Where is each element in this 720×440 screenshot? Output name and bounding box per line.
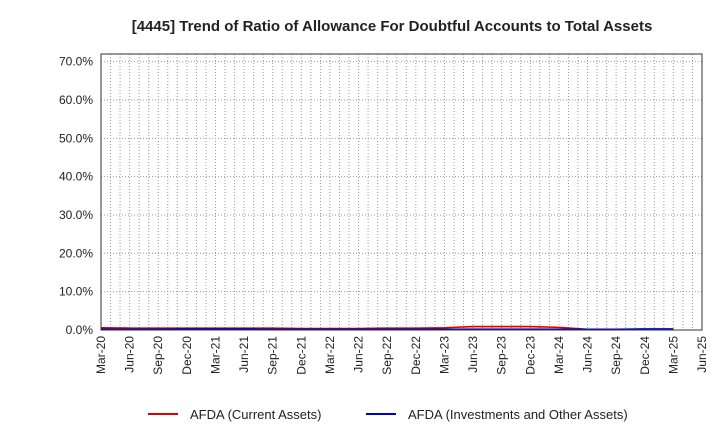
x-tick-label: Jun-20 xyxy=(123,336,137,373)
x-tick-label: Dec-20 xyxy=(180,336,194,375)
x-tick-label: Jun-22 xyxy=(352,336,366,373)
x-tick-label: Jun-24 xyxy=(581,336,595,373)
x-tick-label: Sep-21 xyxy=(266,336,280,375)
x-tick-label: Mar-25 xyxy=(666,336,680,374)
y-tick-label: 70.0% xyxy=(59,55,93,69)
plot-area xyxy=(100,53,703,331)
y-tick-label: 10.0% xyxy=(59,285,93,299)
y-tick-label: 20.0% xyxy=(59,246,93,260)
legend-label-2: AFDA (Investments and Other Assets) xyxy=(408,407,628,422)
x-tick-label: Jun-23 xyxy=(466,336,480,373)
x-tick-label: Dec-22 xyxy=(409,336,423,375)
x-tick-label: Jun-25 xyxy=(695,336,709,373)
x-tick-label: Mar-24 xyxy=(552,336,566,374)
x-tick-label: Sep-24 xyxy=(609,336,623,375)
y-tick-label: 30.0% xyxy=(59,208,93,222)
x-tick-label: Dec-21 xyxy=(294,336,308,375)
x-tick-label: Mar-23 xyxy=(437,336,451,374)
x-tick-label: Mar-21 xyxy=(208,336,222,374)
x-tick-label: Sep-20 xyxy=(151,336,165,375)
y-tick-label: 60.0% xyxy=(59,93,93,107)
chart-title: [4445] Trend of Ratio of Allowance For D… xyxy=(132,18,653,35)
x-tick-label: Sep-22 xyxy=(380,336,394,375)
x-axis: Mar-20 Jun-20 Sep-20 Dec-20 Mar-21 Jun-21 Sep-… xyxy=(94,336,709,375)
x-tick-label: Mar-20 xyxy=(94,336,108,374)
x-tick-label: Dec-24 xyxy=(638,336,652,375)
x-tick-label: Dec-23 xyxy=(523,336,537,375)
legend-label-1: AFDA (Current Assets) xyxy=(190,407,321,422)
grid xyxy=(101,54,702,331)
legend: AFDA (Current Assets) AFDA (Investments a… xyxy=(148,407,628,422)
y-tick-label: 50.0% xyxy=(59,131,93,145)
x-tick-label: Jun-21 xyxy=(237,336,251,373)
y-tick-label: 0.0% xyxy=(66,323,94,337)
x-tick-label: Mar-22 xyxy=(323,336,337,374)
x-tick-label: Sep-23 xyxy=(495,336,509,375)
series-lines xyxy=(100,325,674,330)
y-axis: 0.0% 10.0% 20.0% 30.0% 40.0% 50.0% 60.0% 70.0% xyxy=(59,55,93,337)
y-tick-label: 40.0% xyxy=(59,170,93,184)
